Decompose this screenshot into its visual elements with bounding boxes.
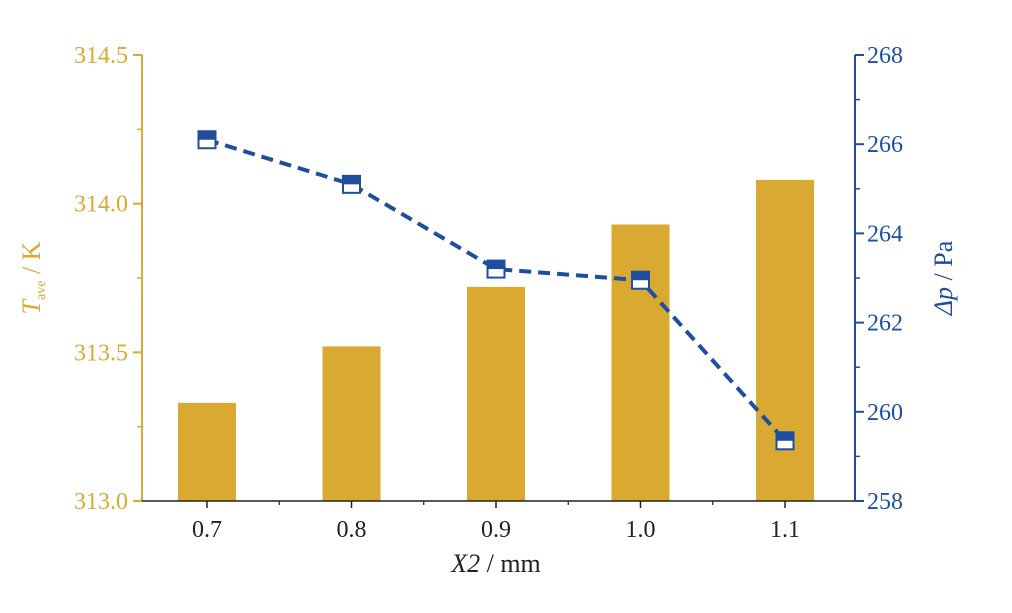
right-tick-label: 260 <box>867 400 903 426</box>
bar-0.7 <box>178 402 236 501</box>
marker-fill <box>776 432 794 441</box>
right-tick-label: 268 <box>867 43 903 69</box>
x-tick-label: 1.0 <box>626 517 656 543</box>
left-tick-label: 314.0 <box>74 192 128 218</box>
marker-0.7 <box>197 130 217 150</box>
marker-fill <box>487 260 505 270</box>
x-tick-label: 0.8 <box>337 517 367 543</box>
right-tick-label: 258 <box>867 489 903 515</box>
bar-0.8 <box>322 346 381 501</box>
bar-1.1 <box>756 179 814 501</box>
x-tick-label: 0.9 <box>481 517 511 543</box>
bar-series <box>178 179 814 502</box>
right-axis-title: Δp / Pa <box>929 240 958 316</box>
x-tick-label: 1.1 <box>770 517 800 543</box>
left-tick-label: 313.0 <box>74 489 128 515</box>
right-tick-label: 266 <box>867 132 903 158</box>
line-series <box>197 130 795 451</box>
marker-0.9 <box>486 259 506 279</box>
x-axis-title: X2 / mm <box>450 549 541 578</box>
right-axis-ticks: 258 260 262 264 266 268 <box>855 43 903 515</box>
marker-fill <box>343 175 360 185</box>
right-tick-label: 264 <box>867 221 903 247</box>
x-axis-ticks: 0.7 0.8 0.9 1.0 1.1 <box>192 501 800 543</box>
left-tick-label: 314.5 <box>74 43 128 69</box>
marker-fill <box>632 271 649 281</box>
x-tick-label: 0.7 <box>192 517 222 543</box>
line-series-path <box>206 137 787 443</box>
left-axis-ticks: 313.0 313.5 314.0 314.5 <box>74 43 142 515</box>
marker-1.1 <box>775 431 795 451</box>
left-axis-title: Tave / K <box>17 241 49 314</box>
marker-fill <box>198 131 216 140</box>
right-tick-label: 262 <box>867 311 903 337</box>
marker-0.8 <box>342 174 361 194</box>
left-tick-label: 313.5 <box>74 340 128 366</box>
bar-0.9 <box>467 286 525 501</box>
bar-1.0 <box>611 224 670 502</box>
marker-1.0 <box>631 270 650 290</box>
